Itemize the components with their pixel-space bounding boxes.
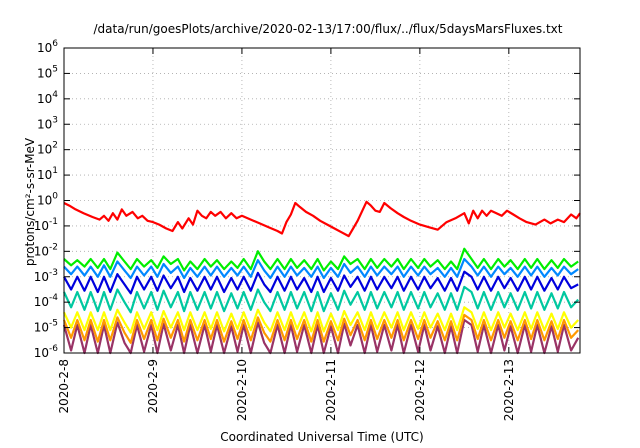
x-axis-label: Coordinated Universal Time (UTC): [220, 430, 423, 444]
y-tick-label: 10-3: [34, 268, 58, 284]
x-tick-label: 2020-2-8: [57, 359, 71, 413]
series-line-1: [63, 247, 579, 272]
series-line-5: [63, 306, 580, 334]
y-tick-label: 101: [37, 166, 58, 182]
series-line-3: [63, 270, 579, 295]
y-tick-label: 10-5: [34, 319, 58, 335]
x-tick-label: 2020-2-10: [235, 359, 249, 421]
series-line-2: [63, 257, 579, 280]
y-tick-label: 103: [37, 115, 58, 131]
y-tick-label: 100: [37, 192, 58, 208]
chart-title: /data/run/goesPlots/archive/2020-02-13/1…: [94, 22, 563, 36]
y-tick-label: 10-6: [34, 344, 59, 360]
y-tick-label: 105: [37, 64, 58, 80]
y-tick-label: 104: [37, 90, 58, 106]
y-tick-label: 106: [37, 39, 58, 55]
series-layer: [62, 200, 581, 355]
x-tick-label: 2020-2-12: [413, 359, 427, 421]
x-tick-label: 2020-2-9: [146, 359, 160, 413]
y-tick-label: 10-4: [34, 293, 59, 309]
x-axis-ticks: 2020-2-8 2020-2-9 2020-2-10 2020-2-11 2020-2…: [57, 48, 516, 421]
grid-lines: [64, 48, 580, 353]
y-tick-label: 10-2: [34, 242, 58, 258]
y-tick-label: 10-1: [34, 217, 58, 233]
y-axis-label: protons/cm²-s-sr-MeV: [23, 137, 37, 266]
x-tick-label: 2020-2-13: [502, 359, 516, 421]
series-line-4: [63, 285, 580, 314]
series-line-7: [62, 318, 580, 355]
series-line-6: [62, 313, 580, 344]
y-tick-label: 102: [37, 141, 58, 157]
y-axis-ticks: 10-6 10-5 10-4 10-3 10-2 10-1 100 101 102 103 104 1…: [34, 39, 580, 360]
series-line-0: [63, 200, 581, 238]
x-tick-label: 2020-2-11: [324, 359, 338, 421]
